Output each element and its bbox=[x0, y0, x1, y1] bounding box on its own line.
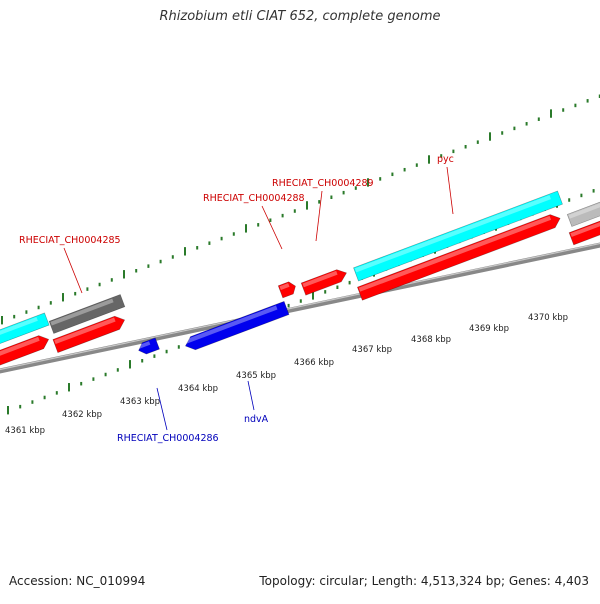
kbp-label: 4362 kbp bbox=[62, 410, 102, 420]
gene-label-leader bbox=[446, 166, 454, 215]
gene-label: RHECIAT_CH0004286 bbox=[117, 433, 219, 444]
forward-gene-4285 bbox=[52, 315, 126, 353]
kbp-label: 4366 kbp bbox=[294, 358, 334, 368]
backbone-highlight bbox=[0, 242, 600, 371]
gene-label: ndvA bbox=[244, 414, 269, 425]
kbp-label: 4363 kbp bbox=[120, 397, 160, 407]
forward-gene-pyc bbox=[357, 214, 561, 301]
forward-gene-4289 bbox=[300, 269, 347, 296]
reverse-gene-ndva bbox=[184, 301, 290, 351]
kbp-scale-labels: 4361 kbp 4362 kbp 4363 kbp 4364 kbp 4365 kbp… bbox=[5, 313, 568, 436]
backbone-line bbox=[0, 242, 600, 374]
other-bar-lightgray bbox=[566, 197, 600, 227]
tick-track-forward bbox=[1, 94, 600, 325]
kbp-label: 4369 kbp bbox=[469, 324, 509, 334]
gene-label-leader bbox=[261, 205, 283, 250]
reverse-gene-4286 bbox=[137, 337, 160, 355]
gene-label-leader bbox=[315, 190, 323, 242]
kbp-label: 4364 kbp bbox=[178, 384, 218, 394]
cds-bar-left bbox=[0, 312, 50, 350]
gene-label-leader bbox=[156, 387, 168, 431]
kbp-label: 4361 kbp bbox=[5, 426, 45, 436]
accession-label: Accession: NC_010994 bbox=[9, 574, 146, 588]
kbp-label: 4368 kbp bbox=[411, 335, 451, 345]
gene-label: RHECIAT_CH0004288 bbox=[203, 193, 305, 204]
gene-label-leader bbox=[63, 247, 83, 294]
forward-gene-4288 bbox=[277, 281, 296, 299]
kbp-label: 4370 kbp bbox=[528, 313, 568, 323]
other-bar-gray bbox=[48, 294, 126, 334]
gene-label: RHECIAT_CH0004289 bbox=[272, 178, 374, 189]
feature-track bbox=[0, 190, 600, 372]
forward-gene-left bbox=[0, 335, 50, 372]
gene-labels: RHECIAT_CH0004285 RHECIAT_CH0004288 RHECIA… bbox=[19, 154, 454, 444]
map-title: Rhizobium etli CIAT 652, complete genome bbox=[159, 9, 441, 24]
gene-label-leader bbox=[247, 380, 255, 411]
cds-bar-pyc bbox=[353, 190, 563, 282]
gene-label: RHECIAT_CH0004285 bbox=[19, 235, 121, 246]
genome-summary: Topology: circular; Length: 4,513,324 bp… bbox=[259, 574, 589, 588]
forward-gene-right bbox=[568, 219, 600, 246]
kbp-label: 4365 kbp bbox=[236, 371, 276, 381]
gene-label: pyc bbox=[437, 154, 454, 165]
genome-backbone bbox=[0, 242, 600, 374]
kbp-label: 4367 kbp bbox=[352, 345, 392, 355]
